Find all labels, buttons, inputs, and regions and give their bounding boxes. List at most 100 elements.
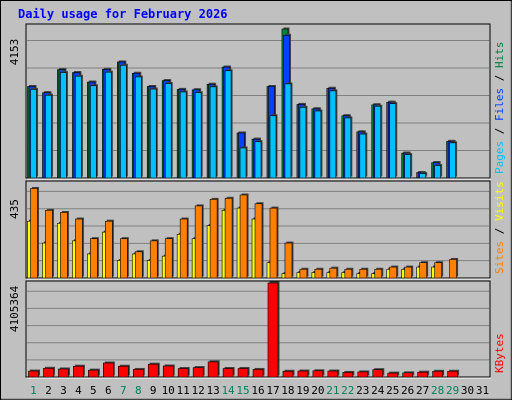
legend-entry: / (493, 68, 506, 88)
bar-pages-day-18 (284, 83, 292, 179)
bar-kbytes-day-10 (162, 365, 174, 378)
bar-pages-day-11 (179, 91, 187, 179)
bar-sites-day-20 (314, 268, 323, 279)
bar-pages-day-2 (45, 94, 52, 179)
max-label-hits: 4153 (8, 39, 21, 66)
bar-kbytes-day-21 (327, 370, 339, 378)
bar-kbytes-day-16 (252, 369, 264, 378)
day-axis: 1 2 3 4 5 6 7 8 9 10 11 12 13 14 15 16 17 18 19 20 21 22 23 24 2… (30, 384, 489, 397)
plot-area-kbytes (25, 280, 491, 378)
legend-entry: Hits (493, 42, 506, 69)
day-label-3: 3 (60, 384, 67, 397)
bar-sites-day-12 (194, 205, 203, 279)
bar-kbytes-day-2 (43, 367, 54, 378)
bar-sites-day-23 (359, 268, 368, 279)
bar-sites-day-22 (344, 268, 353, 279)
bar-kbytes-day-18 (282, 370, 294, 378)
bar-kbytes-day-17 (267, 282, 279, 378)
bar-kbytes-day-1 (28, 370, 39, 378)
day-label-25: 25 (386, 384, 399, 397)
bar-sites-day-13 (209, 199, 218, 279)
bar-pages-day-28 (434, 165, 441, 179)
day-label-22: 22 (341, 384, 354, 397)
bar-kbytes-day-24 (372, 369, 384, 378)
day-label-20: 20 (311, 384, 324, 397)
bar-sites-day-6 (105, 220, 113, 279)
bar-pages-day-26 (404, 154, 411, 179)
legend-entry: KBytes (493, 333, 506, 373)
bar-kbytes-day-6 (103, 362, 114, 378)
day-label-28: 28 (431, 384, 444, 397)
bar-kbytes-day-26 (402, 372, 413, 378)
max-label-visits: 435 (8, 199, 21, 219)
day-label-9: 9 (150, 384, 157, 397)
bar-pages-day-19 (299, 107, 307, 179)
bar-kbytes-day-3 (58, 368, 69, 378)
bar-kbytes-day-29 (447, 370, 458, 378)
bar-kbytes-day-25 (387, 372, 399, 378)
bar-kbytes-day-19 (297, 370, 309, 378)
day-label-31: 31 (476, 384, 489, 397)
bar-sites-day-11 (179, 218, 188, 279)
bar-sites-day-5 (90, 238, 98, 279)
bar-pages-day-8 (134, 76, 142, 179)
bar-sites-day-16 (254, 203, 263, 279)
bar-sites-day-28 (434, 262, 442, 279)
legend-entry: / (493, 121, 506, 141)
legend-entry: Visits (493, 181, 506, 221)
bar-sites-day-26 (404, 266, 412, 279)
day-label-27: 27 (416, 384, 429, 397)
bar-kbytes-day-9 (147, 363, 159, 378)
panel-visits: 435 Sites / Visits (8, 180, 506, 280)
bar-pages-day-21 (329, 90, 337, 179)
bar-pages-day-5 (90, 85, 97, 179)
bar-sites-day-9 (149, 240, 158, 279)
chart-title: Daily usage for February 2026 (18, 7, 228, 21)
day-label-1: 1 (30, 384, 37, 397)
bar-pages-day-13 (209, 86, 217, 179)
bar-pages-day-4 (75, 75, 82, 179)
bar-pages-day-7 (120, 64, 127, 179)
day-label-26: 26 (401, 384, 414, 397)
day-label-17: 17 (266, 384, 279, 397)
legend-hits: Pages / Files / Hits (493, 42, 506, 175)
day-label-13: 13 (206, 384, 219, 397)
bar-kbytes-day-8 (132, 369, 144, 378)
legend-visits: Sites / Visits (493, 181, 506, 274)
max-label-kbytes: 4105364 (8, 285, 21, 332)
bar-kbytes-day-23 (357, 371, 369, 378)
bar-pages-day-23 (359, 133, 367, 179)
day-label-16: 16 (251, 384, 264, 397)
day-label-6: 6 (105, 384, 112, 397)
day-label-15: 15 (236, 384, 249, 397)
day-label-24: 24 (371, 384, 385, 397)
legend-entry: Pages (493, 141, 506, 174)
bar-pages-day-3 (60, 72, 67, 179)
bar-pages-day-27 (419, 173, 426, 179)
bar-kbytes-day-7 (118, 365, 129, 378)
bar-pages-day-22 (344, 117, 352, 179)
legend-entry: / (493, 221, 506, 241)
day-label-4: 4 (75, 384, 82, 397)
bar-pages-day-17 (269, 115, 277, 179)
bar-kbytes-day-4 (73, 365, 84, 378)
panel-kbytes: 4105364 KBytes (8, 280, 506, 379)
day-label-7: 7 (120, 384, 127, 397)
bar-pages-day-16 (254, 141, 262, 179)
day-label-11: 11 (177, 384, 190, 397)
legend-entry: Sites (493, 241, 506, 274)
day-label-30: 30 (461, 384, 474, 397)
day-label-29: 29 (446, 384, 459, 397)
bar-sites-day-1 (30, 188, 38, 279)
bar-kbytes-day-27 (417, 371, 428, 378)
bar-sites-day-25 (389, 266, 398, 279)
bar-sites-day-27 (419, 262, 427, 279)
bar-kbytes-day-20 (312, 370, 324, 378)
bar-pages-day-29 (449, 142, 456, 179)
bar-sites-day-15 (239, 194, 248, 279)
day-label-10: 10 (162, 384, 175, 397)
day-label-18: 18 (281, 384, 294, 397)
bar-sites-day-8 (134, 251, 143, 279)
bar-sites-day-3 (60, 212, 68, 279)
